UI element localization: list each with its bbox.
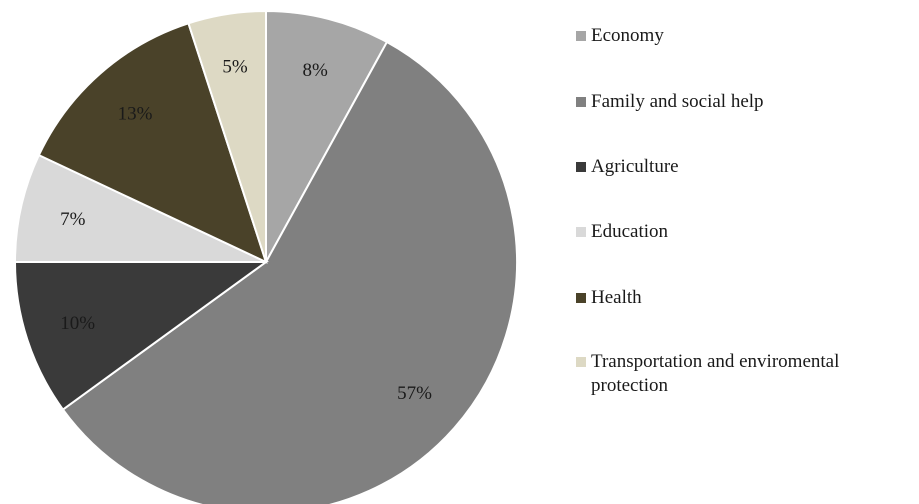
legend-label-economy: Economy	[591, 25, 664, 46]
legend-item-health: Health	[576, 286, 911, 310]
pie-slice-labels: 8% 57% 10% 7% 13% 5%	[60, 56, 432, 404]
pie-slice-economy	[265, 9, 389, 263]
legend-swatch-education	[576, 227, 586, 237]
legend-label-education: Education	[591, 221, 669, 242]
pie-slice-family-and-social-help	[61, 40, 518, 504]
data-label-agriculture: 10%	[60, 313, 95, 334]
legend-swatch-economy	[576, 31, 586, 41]
legend-swatch-transportation	[576, 357, 586, 367]
pie-slice-agriculture	[13, 261, 270, 411]
legend-item-agriculture: Agriculture	[576, 155, 911, 179]
data-label-economy: 8%	[303, 60, 329, 81]
pie-slice-health	[37, 22, 268, 264]
legend-item-economy: Economy	[576, 24, 911, 48]
legend-item-education: Education	[576, 220, 911, 244]
legend-item-transportation: Transportation and enviromental protecti…	[576, 350, 919, 398]
legend-label-health: Health	[591, 287, 642, 308]
legend-swatch-agriculture	[576, 162, 586, 172]
pie-slices	[13, 9, 518, 504]
data-label-education: 7%	[60, 209, 86, 230]
legend-label-transportation: Transportation and enviromental protecti…	[591, 351, 840, 396]
pie-slice-education	[13, 153, 267, 263]
legend-label-agriculture: Agriculture	[591, 156, 679, 177]
legend-label-family-and-social-help: Family and social help	[591, 91, 764, 112]
legend-item-family-and-social-help: Family and social help	[576, 90, 911, 114]
data-label-health: 13%	[118, 104, 153, 125]
data-label-transportation-and-enviromental-protection: 5%	[222, 56, 248, 77]
legend-swatch-health	[576, 293, 586, 303]
pie-slice-transportation-and-enviromental-protection	[187, 9, 267, 263]
data-label-family-and-social-help: 57%	[397, 383, 432, 404]
legend-swatch-family-and-social-help	[576, 97, 586, 107]
